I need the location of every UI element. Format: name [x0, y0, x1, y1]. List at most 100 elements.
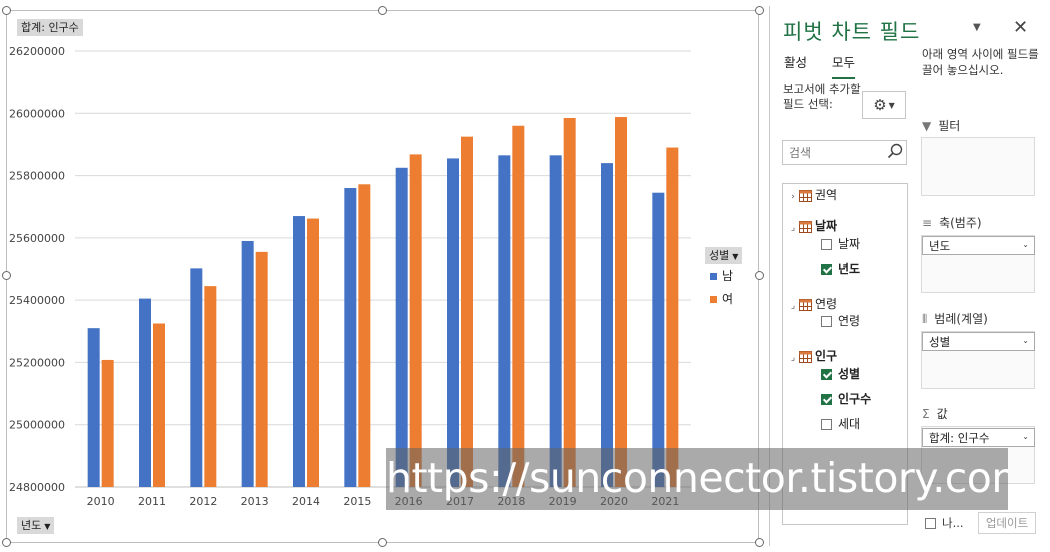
resize-handle[interactable] [378, 6, 387, 15]
bar-female [563, 117, 576, 487]
bar-male [447, 158, 459, 487]
field-label: 세대 [838, 417, 861, 431]
bar-male [293, 216, 305, 488]
legend-field-label: 성별 [709, 249, 730, 262]
collapse-icon[interactable]: ⌟ [790, 223, 796, 233]
update-button[interactable]: 업데이트 [978, 512, 1036, 534]
pane-title: 피벗 차트 필드 [783, 20, 921, 44]
y-tick-label: 25200000 [9, 356, 65, 369]
field-year[interactable]: 년도 [821, 260, 860, 277]
filter-icon: ▼ [922, 119, 932, 133]
field-label: 성별 [838, 367, 861, 381]
checkbox[interactable] [925, 518, 936, 529]
field-table-date[interactable]: ⌟ 날짜 [787, 217, 837, 234]
legend-item-female: 여 [710, 290, 733, 307]
table-icon [799, 298, 812, 311]
filter-drop-area[interactable] [921, 137, 1035, 196]
bar-female [101, 359, 114, 487]
legend-field-item[interactable]: 성별 ⌄ [922, 332, 1035, 351]
field-population-count[interactable]: 인구수 [821, 390, 871, 407]
tools-button[interactable]: ⚙ ▼ [862, 91, 906, 119]
field-household[interactable]: 세대 [821, 415, 860, 432]
table-icon [799, 189, 812, 202]
axis-item-label: 년도 [929, 239, 951, 253]
checkbox-checked[interactable] [821, 264, 832, 275]
y-tick-label: 25600000 [9, 232, 65, 245]
resize-handle[interactable] [2, 6, 11, 15]
values-area-title: 값 [936, 407, 948, 421]
legend-swatch [710, 296, 717, 303]
bar-male [87, 328, 100, 487]
checkbox-checked[interactable] [821, 394, 832, 405]
defer-update-option[interactable]: 나... [925, 515, 964, 531]
x-tick-label: 2013 [241, 495, 269, 508]
tab-active[interactable]: 활성 [784, 55, 808, 70]
x-tick-label: 2011 [138, 495, 166, 508]
y-tick-label: 26200000 [9, 45, 65, 58]
pivot-chart[interactable]: 24800000 25000000 25200000 25400000 25600000… [6, 10, 759, 543]
defer-label: 나... [942, 516, 964, 530]
chevron-down-icon: ⌄ [1022, 336, 1029, 345]
collapse-icon[interactable]: ⌟ [790, 353, 796, 363]
field-list: › 권역 ⌟ 날짜 날짜 년도 ⌟ 연령 연령 ⌟ 인구 성별 인구수 세대 [782, 183, 908, 525]
bar-male [498, 155, 511, 488]
field-table-age[interactable]: ⌟ 연령 [787, 295, 837, 312]
checkbox-checked[interactable] [821, 369, 832, 380]
value-field-button[interactable]: 합계: 인구수 [17, 19, 83, 36]
bar-female [666, 147, 679, 488]
x-tick-label: 2012 [189, 495, 217, 508]
gear-icon: ⚙ [873, 96, 887, 114]
field-table-region[interactable]: › 권역 [787, 186, 837, 203]
checkbox[interactable] [821, 316, 832, 327]
checkbox[interactable] [821, 239, 832, 250]
bar-female [307, 218, 319, 487]
axis-field-button[interactable]: 년도 ▼ [17, 517, 55, 534]
field-label: 날짜 [838, 237, 861, 251]
chevron-right-icon[interactable]: › [791, 192, 795, 202]
tab-all[interactable]: 모두 [832, 52, 856, 79]
chevron-down-icon: ▼ [44, 522, 51, 531]
values-field-item[interactable]: 합계: 인구수 ⌄ [922, 428, 1035, 447]
legend-item-label: 성별 [929, 335, 951, 349]
search-placeholder: 검색 [789, 146, 812, 160]
field-age[interactable]: 연령 [821, 312, 860, 329]
field-gender[interactable]: 성별 [821, 365, 860, 382]
resize-handle[interactable] [378, 538, 387, 547]
bar-male [601, 163, 613, 487]
collapse-icon[interactable]: ⌟ [790, 301, 796, 311]
resize-handle[interactable] [755, 6, 764, 15]
field-date[interactable]: 날짜 [821, 235, 860, 252]
drag-hint: 아래 영역 사이에 필드를 끌어 놓으십시오. [922, 47, 1039, 77]
search-input[interactable]: 검색 [782, 140, 907, 165]
bar-male [344, 188, 357, 487]
search-icon [887, 143, 903, 159]
pane-options-icon[interactable]: ▼ [973, 22, 981, 33]
filter-area-title: 필터 [938, 119, 961, 133]
resize-handle[interactable] [755, 271, 764, 280]
legend-field-button[interactable]: 성별 ▼ [705, 247, 743, 264]
bar-female [153, 323, 165, 487]
bar-female [409, 154, 422, 487]
table-icon [799, 220, 812, 233]
checkbox[interactable] [821, 419, 832, 430]
filter-area-label: ▼ 필터 [922, 117, 960, 134]
value-field-label: 합계: 인구수 [21, 21, 79, 34]
columns-icon: ⦀ [922, 312, 928, 326]
report-fields-label: 보고서에 추가할 필드 선택: [783, 82, 861, 111]
resize-handle[interactable] [755, 538, 764, 547]
legend-item-male: 남 [710, 267, 733, 284]
chart-plot: 24800000 25000000 25200000 25400000 25600000… [9, 45, 691, 508]
bar-female [461, 136, 473, 487]
resize-handle[interactable] [2, 271, 11, 280]
field-label: 인구수 [838, 392, 872, 406]
close-icon[interactable]: ✕ [1013, 17, 1029, 38]
sigma-icon: Σ [922, 407, 930, 421]
resize-handle[interactable] [2, 538, 11, 547]
legend-label: 남 [722, 269, 734, 283]
y-tick-label: 24800000 [9, 481, 65, 494]
field-table-population[interactable]: ⌟ 인구 [787, 347, 837, 364]
axis-field-item[interactable]: 년도 ⌄ [922, 236, 1035, 255]
field-label: 권역 [815, 188, 838, 202]
y-tick-label: 25800000 [9, 170, 65, 183]
